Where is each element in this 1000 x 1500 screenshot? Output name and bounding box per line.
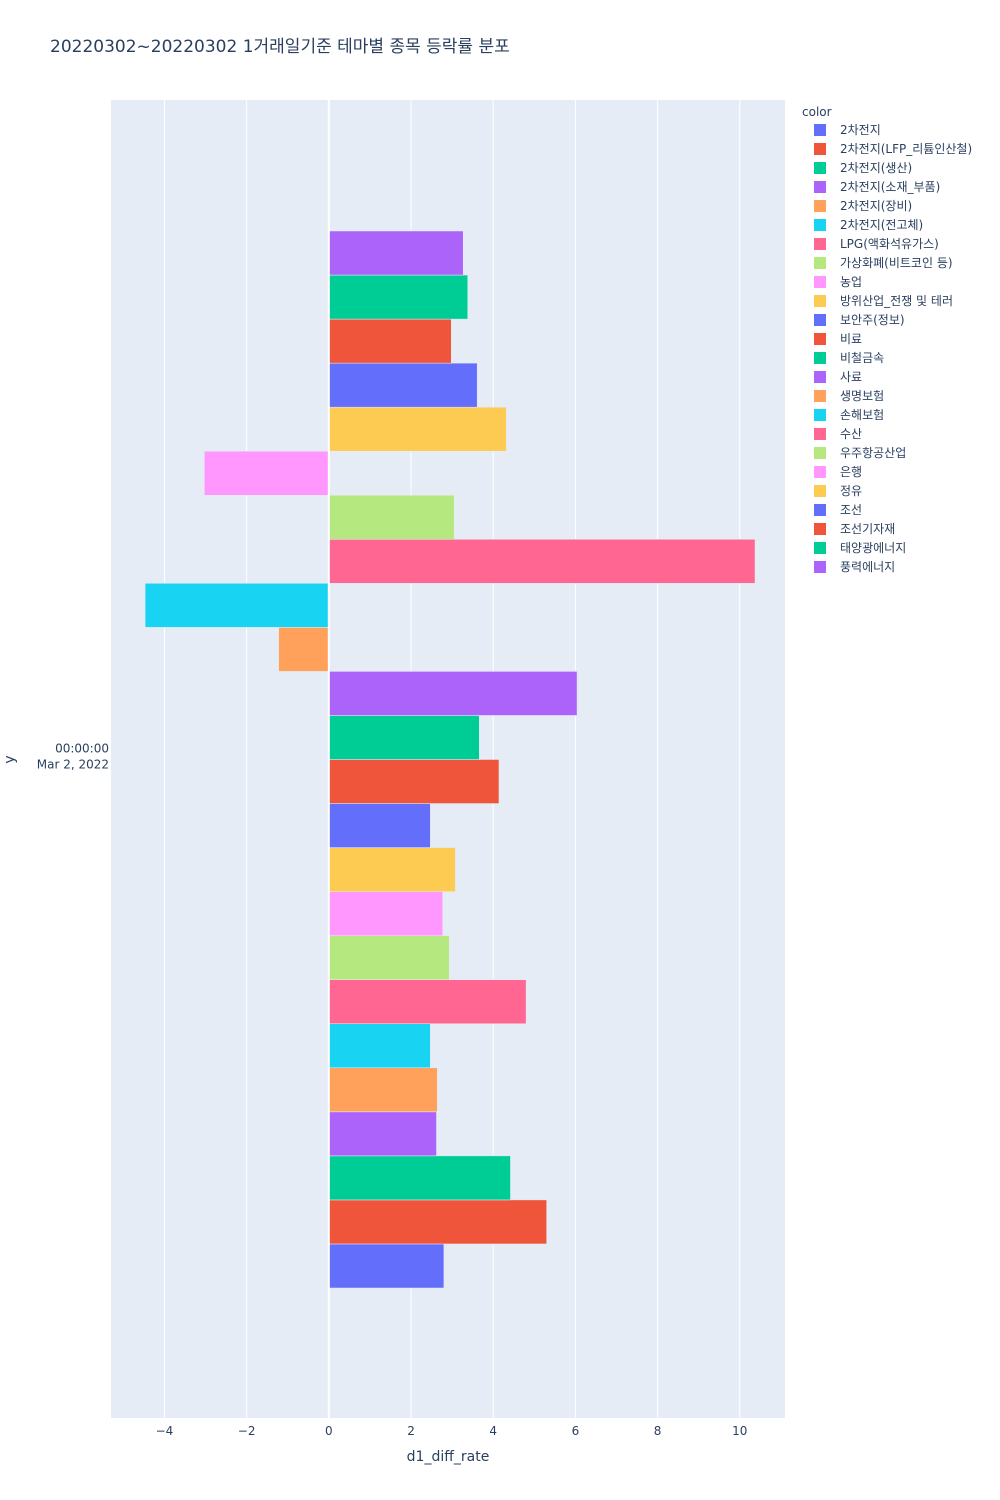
legend-item-label[interactable]: 비료 bbox=[840, 332, 862, 346]
legend-swatch[interactable] bbox=[814, 143, 826, 155]
legend-item-label[interactable]: 사료 bbox=[840, 370, 862, 384]
bar-사료 bbox=[328, 671, 578, 716]
x-tick-label: 4 bbox=[489, 1424, 497, 1438]
x-tick-label: −2 bbox=[238, 1424, 256, 1438]
bar-태양광에너지 bbox=[328, 274, 468, 320]
x-tick-label: 2 bbox=[407, 1424, 415, 1438]
x-tick-label: −4 bbox=[156, 1424, 174, 1438]
x-tick-labels: −4 −2 0 2 4 6 8 10 bbox=[156, 1424, 748, 1438]
legend-swatch[interactable] bbox=[814, 447, 826, 459]
bar-방위산업_전쟁 및 테러 bbox=[328, 847, 456, 892]
legend-swatch[interactable] bbox=[814, 523, 826, 535]
legend: color 2차전지 2차전지(LFP_리튬인산철) 2차전지(생산) 2차전지(소재… bbox=[802, 105, 972, 574]
bar-2차전지 bbox=[328, 1243, 445, 1289]
legend-swatch[interactable] bbox=[814, 314, 826, 326]
legend-item-label[interactable]: 비철금속 bbox=[840, 351, 884, 365]
legend-swatch[interactable] bbox=[814, 428, 826, 440]
bar-LPG(액화석유가스) bbox=[328, 979, 527, 1024]
y-tick-labels: 00:00:00 Mar 2, 2022 bbox=[37, 742, 109, 772]
bar-보안주(정보) bbox=[328, 803, 431, 848]
legend-swatch[interactable] bbox=[814, 295, 826, 307]
legend-swatch[interactable] bbox=[814, 561, 826, 573]
legend-swatch[interactable] bbox=[814, 238, 826, 250]
legend-swatch[interactable] bbox=[814, 390, 826, 402]
bar-농업 bbox=[328, 891, 443, 936]
y-axis-title: y bbox=[2, 755, 18, 763]
legend-swatch[interactable] bbox=[814, 181, 826, 193]
legend-swatch[interactable] bbox=[814, 219, 826, 231]
legend-swatch[interactable] bbox=[814, 124, 826, 136]
legend-item-label[interactable]: 방위산업_전쟁 및 테러 bbox=[840, 294, 953, 308]
legend-swatch[interactable] bbox=[814, 504, 826, 516]
legend-item-label[interactable]: 손해보험 bbox=[840, 408, 884, 422]
legend-swatch[interactable] bbox=[814, 466, 826, 478]
legend-swatch[interactable] bbox=[814, 333, 826, 345]
chart-title: 20220302~20220302 1거래일기준 테마별 종목 등락률 분포 bbox=[50, 37, 510, 57]
y-tick-label: 00:00:00 bbox=[55, 742, 109, 756]
legend-swatch[interactable] bbox=[814, 371, 826, 383]
legend-swatch[interactable] bbox=[814, 485, 826, 497]
legend-item-label[interactable]: 2차전지(장비) bbox=[840, 199, 912, 213]
bar-손해보험 bbox=[144, 583, 330, 628]
bar-생명보험 bbox=[278, 627, 330, 672]
legend-item-label[interactable]: LPG(액화석유가스) bbox=[840, 237, 939, 251]
legend-item-label[interactable]: 농업 bbox=[840, 275, 862, 289]
x-tick-label: 8 bbox=[654, 1424, 662, 1438]
legend-swatch[interactable] bbox=[814, 162, 826, 174]
bar-정유 bbox=[328, 406, 507, 452]
legend-item-label[interactable]: 정유 bbox=[840, 484, 862, 498]
legend-item-label[interactable]: 우주항공산업 bbox=[840, 446, 906, 460]
legend-item-label[interactable]: 가상화폐(비트코인 등) bbox=[840, 256, 953, 270]
bar-조선 bbox=[328, 362, 478, 408]
bar-2차전지(전고체) bbox=[328, 1023, 431, 1069]
legend-item-label[interactable]: 조선기자재 bbox=[840, 522, 895, 536]
bar-2차전지(소재_부품) bbox=[328, 1111, 437, 1157]
legend-item-label[interactable]: 2차전지(소재_부품) bbox=[840, 180, 940, 194]
bar-비료 bbox=[328, 759, 500, 804]
legend-swatch[interactable] bbox=[814, 542, 826, 554]
bar-풍력에너지 bbox=[328, 230, 464, 276]
legend-swatch[interactable] bbox=[814, 409, 826, 421]
x-tick-label: 10 bbox=[732, 1424, 747, 1438]
bar-2차전지(생산) bbox=[328, 1155, 511, 1201]
legend-item-label[interactable]: 태양광에너지 bbox=[840, 541, 906, 555]
x-tick-label: 0 bbox=[325, 1424, 333, 1438]
legend-swatch[interactable] bbox=[814, 276, 826, 288]
bar-가상화폐(비트코인 등) bbox=[328, 935, 450, 980]
legend-item-label[interactable]: 조선 bbox=[840, 503, 862, 517]
bar-우주항공산업 bbox=[328, 495, 455, 540]
bar-수산 bbox=[328, 539, 756, 584]
x-tick-label: 6 bbox=[572, 1424, 580, 1438]
bar-조선기자재 bbox=[328, 318, 452, 364]
bar-은행 bbox=[204, 450, 330, 496]
bar-2차전지(LFP_리튬인산철) bbox=[328, 1199, 547, 1245]
legend-item-label[interactable]: 은행 bbox=[840, 464, 862, 479]
legend-item-label[interactable]: 2차전지 bbox=[840, 123, 881, 137]
bars bbox=[144, 230, 756, 1289]
legend-item-label[interactable]: 2차전지(생산) bbox=[840, 161, 912, 175]
legend-title: color bbox=[802, 105, 832, 119]
legend-item-label[interactable]: 풍력에너지 bbox=[840, 560, 895, 574]
x-axis-title: d1_diff_rate bbox=[407, 1449, 490, 1465]
legend-item-label[interactable]: 보안주(정보) bbox=[840, 313, 905, 327]
legend-item-label[interactable]: 수산 bbox=[840, 427, 862, 441]
bar-2차전지(장비) bbox=[328, 1067, 438, 1113]
legend-swatch[interactable] bbox=[814, 257, 826, 269]
legend-item-label[interactable]: 생명보험 bbox=[840, 389, 884, 403]
legend-swatch[interactable] bbox=[814, 352, 826, 364]
y-tick-label: Mar 2, 2022 bbox=[37, 758, 109, 772]
legend-item-label[interactable]: 2차전지(LFP_리튬인산철) bbox=[840, 142, 972, 156]
legend-item-label[interactable]: 2차전지(전고체) bbox=[840, 218, 923, 232]
bar-비철금속 bbox=[328, 715, 480, 760]
legend-swatch[interactable] bbox=[814, 200, 826, 212]
